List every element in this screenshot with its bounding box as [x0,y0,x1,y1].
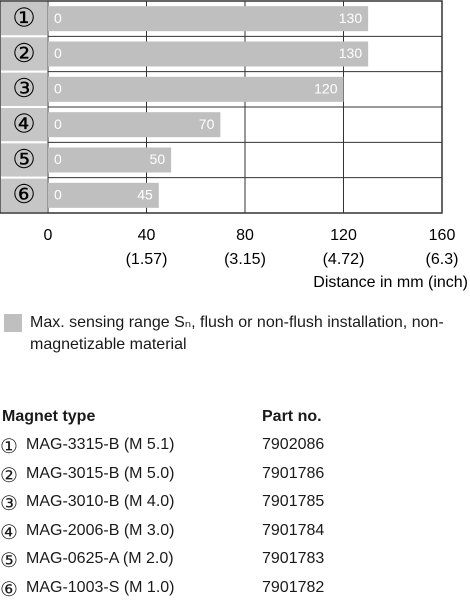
bar-start-label: 0 [54,187,62,203]
category-box [0,106,49,144]
part-no: 7901786 [262,464,325,482]
x-tick-sublabel: (3.15) [224,251,266,268]
x-tick-label: 80 [236,227,254,244]
x-tick-label: 160 [429,227,456,244]
category-box [0,35,49,73]
magnet-type: MAG-0625-A (M 2.0) [26,550,174,567]
bar [48,76,344,102]
part-no: 7901784 [262,521,325,539]
bar-start-label: 0 [54,116,62,132]
chart: ① ② ③ ④ ⑤ ⑥ 0 40 (1.57) 80 (3.15) 120 (4.72) 160 (6.3)… [0,0,468,291]
magnet-type: MAG-3015-B (M 5.0) [26,464,175,482]
bar [48,6,369,32]
table-header: Part no. [262,408,322,425]
bar [48,182,159,208]
magnet-type: MAG-3315-B (M 5.1) [26,436,175,453]
row-number: ③ [0,493,18,515]
bar-start-label: 0 [54,10,62,26]
category-label: ⑤ [12,144,35,174]
part-no: 7902086 [262,436,325,453]
row-number: ② [0,464,18,487]
bar-value-label: 130 [339,45,363,61]
bar [48,41,369,67]
part-no: 7901783 [262,550,325,567]
bar-start-label: 0 [54,45,62,61]
row-number: ④ [0,521,18,544]
x-axis-label: Distance in mm (inch) [313,274,468,291]
magnet-type: MAG-2006-B (M 3.0) [26,521,175,539]
bar-value-label: 70 [199,116,215,132]
bar-value-label: 45 [137,187,153,203]
x-tick-sublabel: (1.57) [126,251,168,268]
plot-frame [0,0,443,214]
bar-start-label: 0 [54,81,62,97]
bar [48,112,221,138]
category-box [0,141,49,179]
bar-value-label: 120 [314,81,338,97]
legend-text: Max. sensing range Sₙ, flush or non-flus… [30,314,444,353]
table-header: Magnet type [2,408,96,425]
category-label: ④ [12,109,35,139]
row-number: ⑤ [0,550,18,572]
magnet-type: MAG-3010-B (M 4.0) [26,493,175,510]
x-tick-sublabel: (4.72) [323,251,365,268]
category-label: ① [12,3,35,33]
bar-value-label: 50 [150,151,166,167]
x-tick-label: 0 [44,227,53,244]
x-tick-label: 120 [330,227,357,244]
part-no: 7901782 [262,578,325,596]
bar [48,147,172,173]
row-number: ① [0,436,18,458]
legend-swatch [4,314,22,332]
row-number: ⑥ [0,578,18,600]
category-label: ③ [12,73,35,103]
part-no: 7901785 [262,493,325,510]
category-label: ⑥ [12,179,35,209]
category-label: ② [12,38,35,68]
bar-value-label: 130 [339,10,363,26]
x-tick-sublabel: (6.3) [426,251,459,268]
bar-start-label: 0 [54,151,62,167]
magnet-type: MAG-1003-S (M 1.0) [26,578,175,596]
x-tick-label: 40 [138,227,156,244]
